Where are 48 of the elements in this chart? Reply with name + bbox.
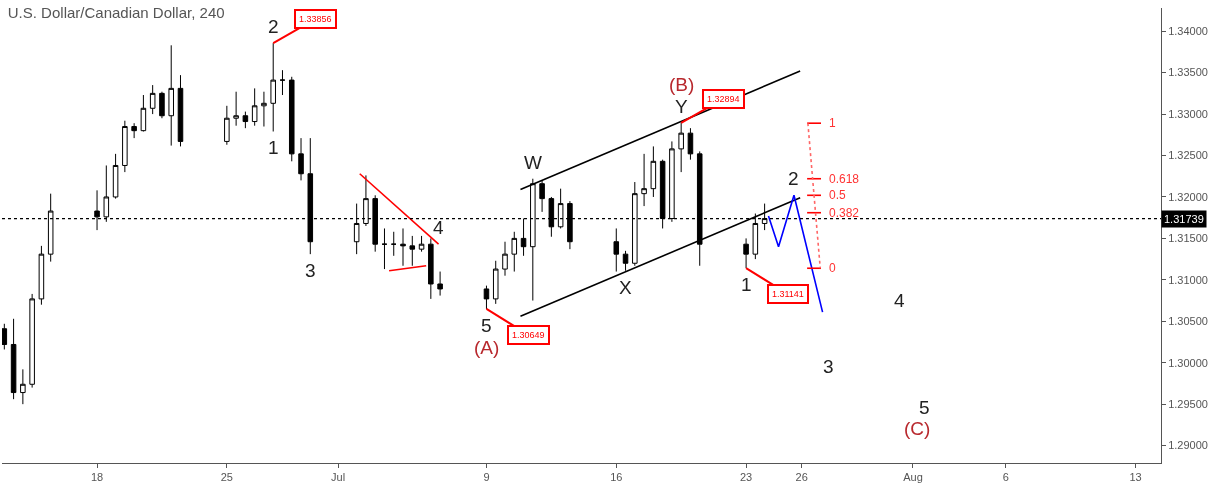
- x-tick-label: Jul: [331, 471, 346, 484]
- y-tick-label: 1.29500: [1168, 398, 1208, 411]
- y-tick-label: 1.30500: [1168, 315, 1208, 328]
- x-tick-label: 13: [1129, 471, 1142, 484]
- y-tick-label: 1.32000: [1168, 190, 1208, 203]
- x-tick-label: 23: [739, 471, 753, 484]
- annotation: 4: [433, 217, 444, 238]
- annotation: 0.382: [829, 206, 860, 220]
- annotation: 0.618: [829, 172, 860, 186]
- annotation: X: [619, 277, 632, 298]
- y-tick-label: 1.31500: [1168, 232, 1208, 245]
- y-tick-label: 1.33500: [1168, 66, 1208, 79]
- annotation: 1: [829, 116, 836, 130]
- annotation: 0: [829, 261, 836, 275]
- annotation: 1.30649: [512, 330, 545, 340]
- annotation: 1.33856: [299, 14, 332, 24]
- x-tick-label: 6: [1002, 471, 1009, 484]
- annotation: W: [524, 152, 542, 173]
- annotation: 2: [788, 168, 799, 189]
- annotation: 5: [481, 315, 492, 336]
- annotation: (B): [669, 74, 695, 95]
- annotation: 3: [305, 260, 316, 281]
- annotation: 3: [823, 356, 834, 377]
- y-tick-label: 1.34000: [1168, 25, 1208, 38]
- annotation: 2: [268, 16, 279, 37]
- x-tick-label: 26: [795, 471, 808, 484]
- annotation: Y: [675, 96, 688, 117]
- y-tick-label: 1.32500: [1168, 149, 1208, 162]
- x-tick-label: 16: [610, 471, 623, 484]
- x-tick-label: 18: [90, 471, 104, 484]
- annotation: (C): [904, 418, 931, 439]
- annotation: 1.31141: [772, 289, 804, 299]
- y-tick-label: 1.29000: [1168, 439, 1208, 452]
- x-tick-label: 9: [483, 471, 490, 484]
- chart-title: U.S. Dollar/Canadian Dollar, 240: [7, 3, 225, 21]
- annotation: 1: [268, 137, 279, 158]
- y-tick-label: 1.30000: [1168, 356, 1208, 369]
- annotation: 0.5: [829, 188, 847, 202]
- annotation: 5: [919, 397, 930, 418]
- annotation: (A): [474, 337, 500, 358]
- annotation: 4: [894, 290, 905, 311]
- y-tick-label: 1.33000: [1168, 107, 1208, 120]
- ref-line-label: 1.31739: [1164, 213, 1204, 225]
- x-tick-label: Aug: [903, 471, 923, 484]
- annotation: 1.32894: [707, 94, 740, 104]
- y-tick-label: 1.31000: [1168, 273, 1208, 286]
- x-tick-label: 25: [220, 471, 233, 484]
- annotation: 1: [741, 274, 752, 295]
